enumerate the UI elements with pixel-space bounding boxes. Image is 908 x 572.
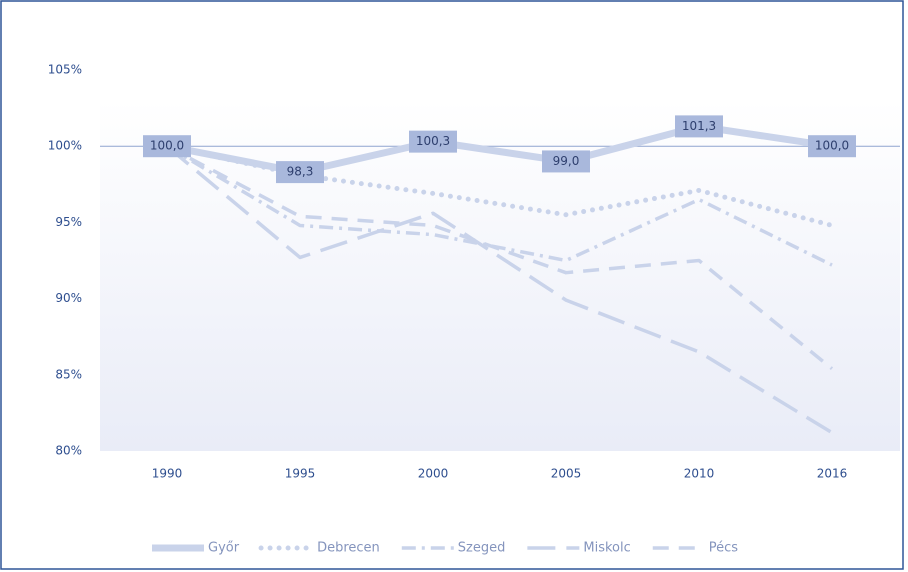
value-label: 100,0 bbox=[150, 139, 184, 153]
y-tick-label: 90% bbox=[55, 291, 82, 305]
value-label-box bbox=[808, 135, 856, 158]
x-tick-label: 1995 bbox=[285, 467, 316, 481]
legend-label: Pécs bbox=[709, 541, 739, 556]
legend-label: Debrecen bbox=[317, 541, 380, 556]
y-tick-label: 100% bbox=[48, 139, 82, 153]
value-label: 99,0 bbox=[553, 154, 580, 168]
series-line bbox=[166, 144, 834, 371]
value-label: 98,3 bbox=[287, 165, 314, 179]
value-label-box bbox=[675, 115, 723, 138]
x-tick-label: 2016 bbox=[817, 467, 848, 481]
x-tick-label: 2000 bbox=[418, 467, 449, 481]
legend-label: Győr bbox=[208, 541, 240, 556]
y-tick-label: 85% bbox=[55, 367, 82, 381]
value-label: 100,3 bbox=[416, 134, 450, 148]
y-tick-label: 105% bbox=[48, 63, 82, 77]
x-tick-label: 1990 bbox=[152, 467, 183, 481]
value-label-box bbox=[143, 135, 191, 158]
value-label-box bbox=[542, 150, 590, 173]
series-line bbox=[165, 144, 833, 435]
x-tick-label: 2005 bbox=[551, 467, 582, 481]
value-label: 101,3 bbox=[682, 119, 716, 133]
y-tick-label: 80% bbox=[55, 444, 82, 458]
x-tick-label: 2010 bbox=[684, 467, 715, 481]
y-tick-label: 95% bbox=[55, 215, 82, 229]
legend-label: Miskolc bbox=[583, 541, 630, 556]
legend-label: Szeged bbox=[458, 541, 506, 556]
series-line bbox=[166, 144, 833, 267]
value-label-box bbox=[409, 130, 457, 153]
value-label: 100,0 bbox=[815, 139, 849, 153]
value-label-box bbox=[276, 161, 324, 184]
